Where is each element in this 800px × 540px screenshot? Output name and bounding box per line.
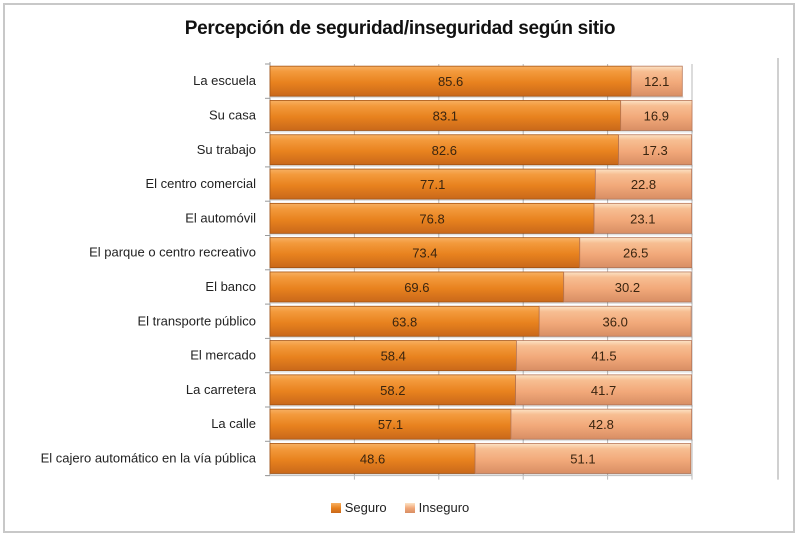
data-label-seguro: 69.6 xyxy=(404,280,429,295)
data-label-inseguro: 36.0 xyxy=(603,314,628,329)
legend-item-seguro: Seguro xyxy=(330,500,387,515)
bar-shadow xyxy=(517,370,693,373)
data-label-inseguro: 42.8 xyxy=(589,417,614,432)
bars xyxy=(269,65,693,476)
bar-shadow xyxy=(271,370,518,373)
data-label-seguro: 48.6 xyxy=(360,451,385,466)
bar-seguro xyxy=(269,443,476,474)
category-label: Su casa xyxy=(209,107,257,122)
data-label-inseguro: 30.2 xyxy=(615,280,640,295)
bar-inseguro xyxy=(563,271,692,303)
category-label: El parque o centro recreativo xyxy=(89,245,256,260)
category-label: La escuela xyxy=(193,73,257,88)
bar-shadow xyxy=(580,267,693,270)
legend-label-inseguro: Inseguro xyxy=(418,500,470,515)
bar-inseguro xyxy=(594,168,692,200)
data-label-seguro: 83.1 xyxy=(433,108,458,123)
bar-shadow xyxy=(516,404,693,407)
bar-inseguro xyxy=(515,374,692,406)
data-label-inseguro: 12.1 xyxy=(644,74,669,89)
data-label-inseguro: 22.8 xyxy=(631,177,656,192)
bar-seguro xyxy=(269,340,517,371)
bar-seguro xyxy=(269,374,517,406)
bar-seguro xyxy=(269,202,595,234)
bar-inseguro xyxy=(579,237,692,269)
bar-seguro xyxy=(269,168,596,200)
data-label-inseguro: 26.5 xyxy=(623,246,648,261)
bar-inseguro xyxy=(630,65,683,97)
bar-shadow xyxy=(540,336,693,339)
data-label-inseguro: 41.5 xyxy=(591,349,616,364)
category-label: El centro comercial xyxy=(145,176,256,191)
category-label: El banco xyxy=(205,279,256,294)
bar-shadow xyxy=(271,164,620,167)
data-label-seguro: 76.8 xyxy=(419,211,444,226)
bar-shadow xyxy=(476,473,692,476)
bar-shadow xyxy=(632,96,684,99)
legend: Seguro Inseguro xyxy=(0,500,800,515)
data-label-inseguro: 51.1 xyxy=(570,451,595,466)
bar-seguro xyxy=(269,237,581,269)
bar-inseguro xyxy=(620,100,693,131)
chart-title: Percepción de seguridad/inseguridad segú… xyxy=(184,18,616,39)
bar-shadow xyxy=(271,336,541,339)
category-label: El transporte público xyxy=(137,313,256,328)
bar-shadow xyxy=(271,473,477,476)
bar-shadow xyxy=(596,199,693,202)
bar-seguro xyxy=(269,271,565,303)
data-label-inseguro: 41.7 xyxy=(591,383,616,398)
bar-seguro xyxy=(269,100,622,131)
data-label-inseguro: 17.3 xyxy=(642,143,667,158)
bar-shadow xyxy=(271,130,622,133)
bar-inseguro xyxy=(538,305,692,337)
category-label: La calle xyxy=(211,416,256,431)
legend-item-inseguro: Inseguro xyxy=(404,500,470,515)
bar-shadow xyxy=(271,233,596,236)
data-label-seguro: 85.6 xyxy=(438,74,463,89)
data-label-seguro: 58.4 xyxy=(381,349,406,364)
bar-shadow xyxy=(595,233,693,236)
bar-shadow xyxy=(619,164,693,167)
category-label: El mercado xyxy=(190,348,256,363)
legend-swatch-inseguro xyxy=(404,502,415,513)
bar-shadow xyxy=(271,267,581,270)
bar-shadow xyxy=(271,404,517,407)
bar-shadow xyxy=(271,96,633,99)
bar-inseguro xyxy=(510,408,692,440)
legend-swatch-seguro xyxy=(330,502,341,513)
data-label-seguro: 57.1 xyxy=(378,417,403,432)
legend-label-seguro: Seguro xyxy=(344,500,387,515)
data-label-inseguro: 23.1 xyxy=(630,211,655,226)
category-label: Su trabajo xyxy=(197,142,256,157)
bar-inseguro xyxy=(593,202,692,234)
data-label-seguro: 82.6 xyxy=(432,143,457,158)
data-label-seguro: 63.8 xyxy=(392,314,417,329)
category-label: El automóvil xyxy=(185,210,256,225)
data-label-seguro: 73.4 xyxy=(412,246,437,261)
category-label: El cajero automático en la vía pública xyxy=(41,450,257,465)
bar-shadow xyxy=(271,439,512,442)
bar-shadow xyxy=(271,301,565,304)
data-label-seguro: 58.2 xyxy=(380,383,405,398)
labels: La escuela 85.6 12.1 Su casa 83.1 16.9 Su trab… xyxy=(41,73,670,466)
bar-inseguro xyxy=(474,443,692,474)
bar-inseguro xyxy=(516,340,692,371)
data-label-seguro: 77.1 xyxy=(420,177,445,192)
bar-seguro xyxy=(269,408,512,440)
bar-seguro xyxy=(269,305,540,337)
bar-shadow xyxy=(271,199,597,202)
bar-shadow xyxy=(621,130,693,133)
bar-shadow xyxy=(511,439,693,442)
bar-inseguro xyxy=(618,134,692,166)
category-label: La carretera xyxy=(186,382,257,397)
bar-shadow xyxy=(564,301,693,304)
bar-seguro xyxy=(269,134,619,166)
data-label-inseguro: 16.9 xyxy=(644,108,669,123)
